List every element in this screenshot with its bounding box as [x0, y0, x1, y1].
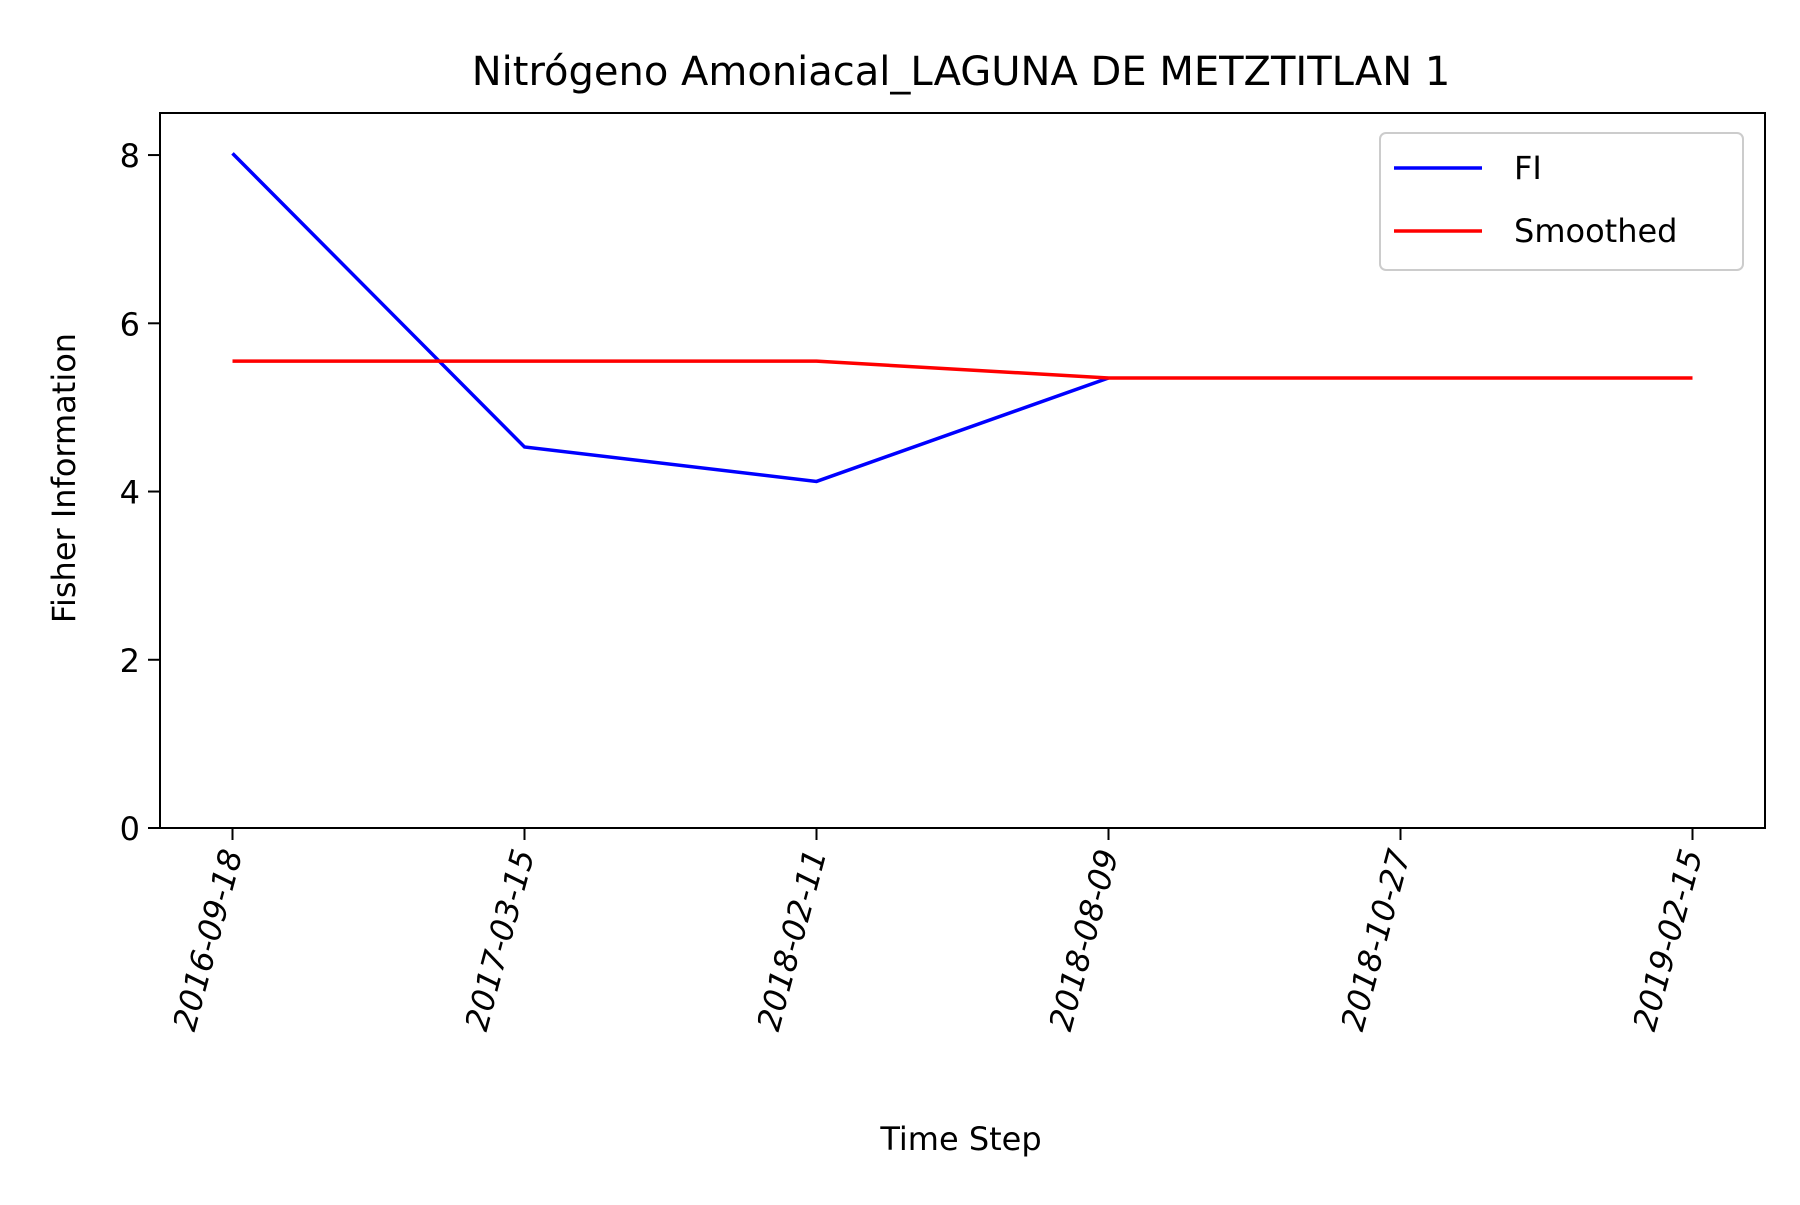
plot-area	[231, 152, 1693, 484]
chart-title: Nitrógeno Amoniacal_LAGUNA DE METZTITLAN…	[472, 49, 1451, 95]
x-tick-label: 2018-10-27	[1333, 845, 1418, 1035]
x-axis: 2016-09-18 2017-03-15 2018-02-11 2018-08-09…	[165, 828, 1710, 1035]
y-axis: 0 2 4 6 8	[120, 137, 160, 848]
x-tick-label: 2018-02-11	[749, 845, 834, 1034]
y-tick-label: 0	[120, 810, 140, 848]
legend: FI Smoothed	[1379, 132, 1744, 271]
x-tick-label: 2016-09-18	[165, 845, 250, 1034]
y-axis-label: Fisher Information	[45, 333, 83, 623]
plot-frame	[159, 112, 1766, 829]
y-tick-label: 6	[120, 305, 140, 343]
y-tick-label: 8	[120, 137, 140, 175]
x-tick-label: 2018-08-09	[1041, 845, 1126, 1034]
legend-label: Smoothed	[1514, 212, 1677, 250]
series-line-smoothed	[232, 359, 1693, 380]
legend-label: FI	[1514, 149, 1542, 187]
x-tick-label: 2019-02-15	[1625, 845, 1710, 1034]
x-axis-label: Time Step	[879, 1120, 1041, 1158]
series-line-fi	[231, 152, 1110, 484]
x-tick-label: 2017-03-15	[457, 845, 542, 1034]
y-tick-label: 2	[120, 642, 140, 680]
y-tick-label: 4	[120, 474, 140, 512]
